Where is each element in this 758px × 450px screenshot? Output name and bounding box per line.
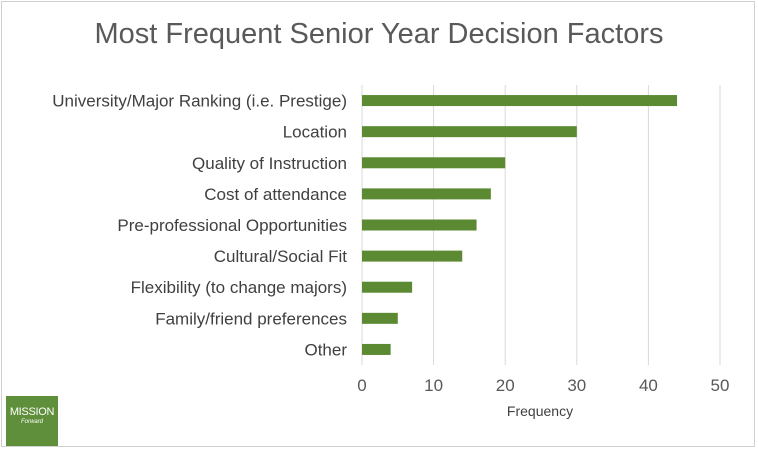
logo-text: MISSION: [9, 406, 55, 418]
x-tick-label: 0: [357, 376, 366, 395]
bar: [362, 250, 463, 262]
bar: [362, 95, 678, 107]
bar: [362, 312, 398, 324]
bar: [362, 219, 477, 231]
category-label: Cultural/Social Fit: [214, 247, 347, 266]
category-label: Flexibility (to change majors): [131, 278, 347, 297]
x-tick-label: 50: [711, 376, 730, 395]
category-label: Family/friend preferences: [155, 309, 347, 328]
x-tick-label: 40: [639, 376, 658, 395]
x-tick-label: 10: [424, 376, 443, 395]
bar: [362, 126, 577, 138]
category-label: University/Major Ranking (i.e. Prestige): [52, 92, 347, 111]
category-label: Other: [304, 340, 347, 359]
category-label: Location: [283, 123, 347, 142]
category-label: Quality of Instruction: [192, 154, 347, 173]
x-tick-labels: 0 10 20 30 40 50: [357, 376, 729, 395]
bars: [362, 95, 678, 355]
x-tick-label: 30: [567, 376, 586, 395]
x-tick-label: 20: [496, 376, 515, 395]
logo-subtext: Forward: [20, 419, 43, 425]
category-label: Pre-professional Opportunities: [117, 216, 347, 235]
category-labels: University/Major Ranking (i.e. Prestige)…: [52, 92, 347, 360]
bar: [362, 343, 391, 355]
chart-title: Most Frequent Senior Year Decision Facto…: [94, 18, 664, 50]
x-axis-title: Frequency: [507, 403, 573, 419]
bar: [362, 281, 413, 293]
category-label: Cost of attendance: [204, 185, 347, 204]
bar: [362, 188, 491, 200]
bar: [362, 157, 506, 169]
mission-forward-logo: MISSION Forward: [6, 396, 58, 446]
